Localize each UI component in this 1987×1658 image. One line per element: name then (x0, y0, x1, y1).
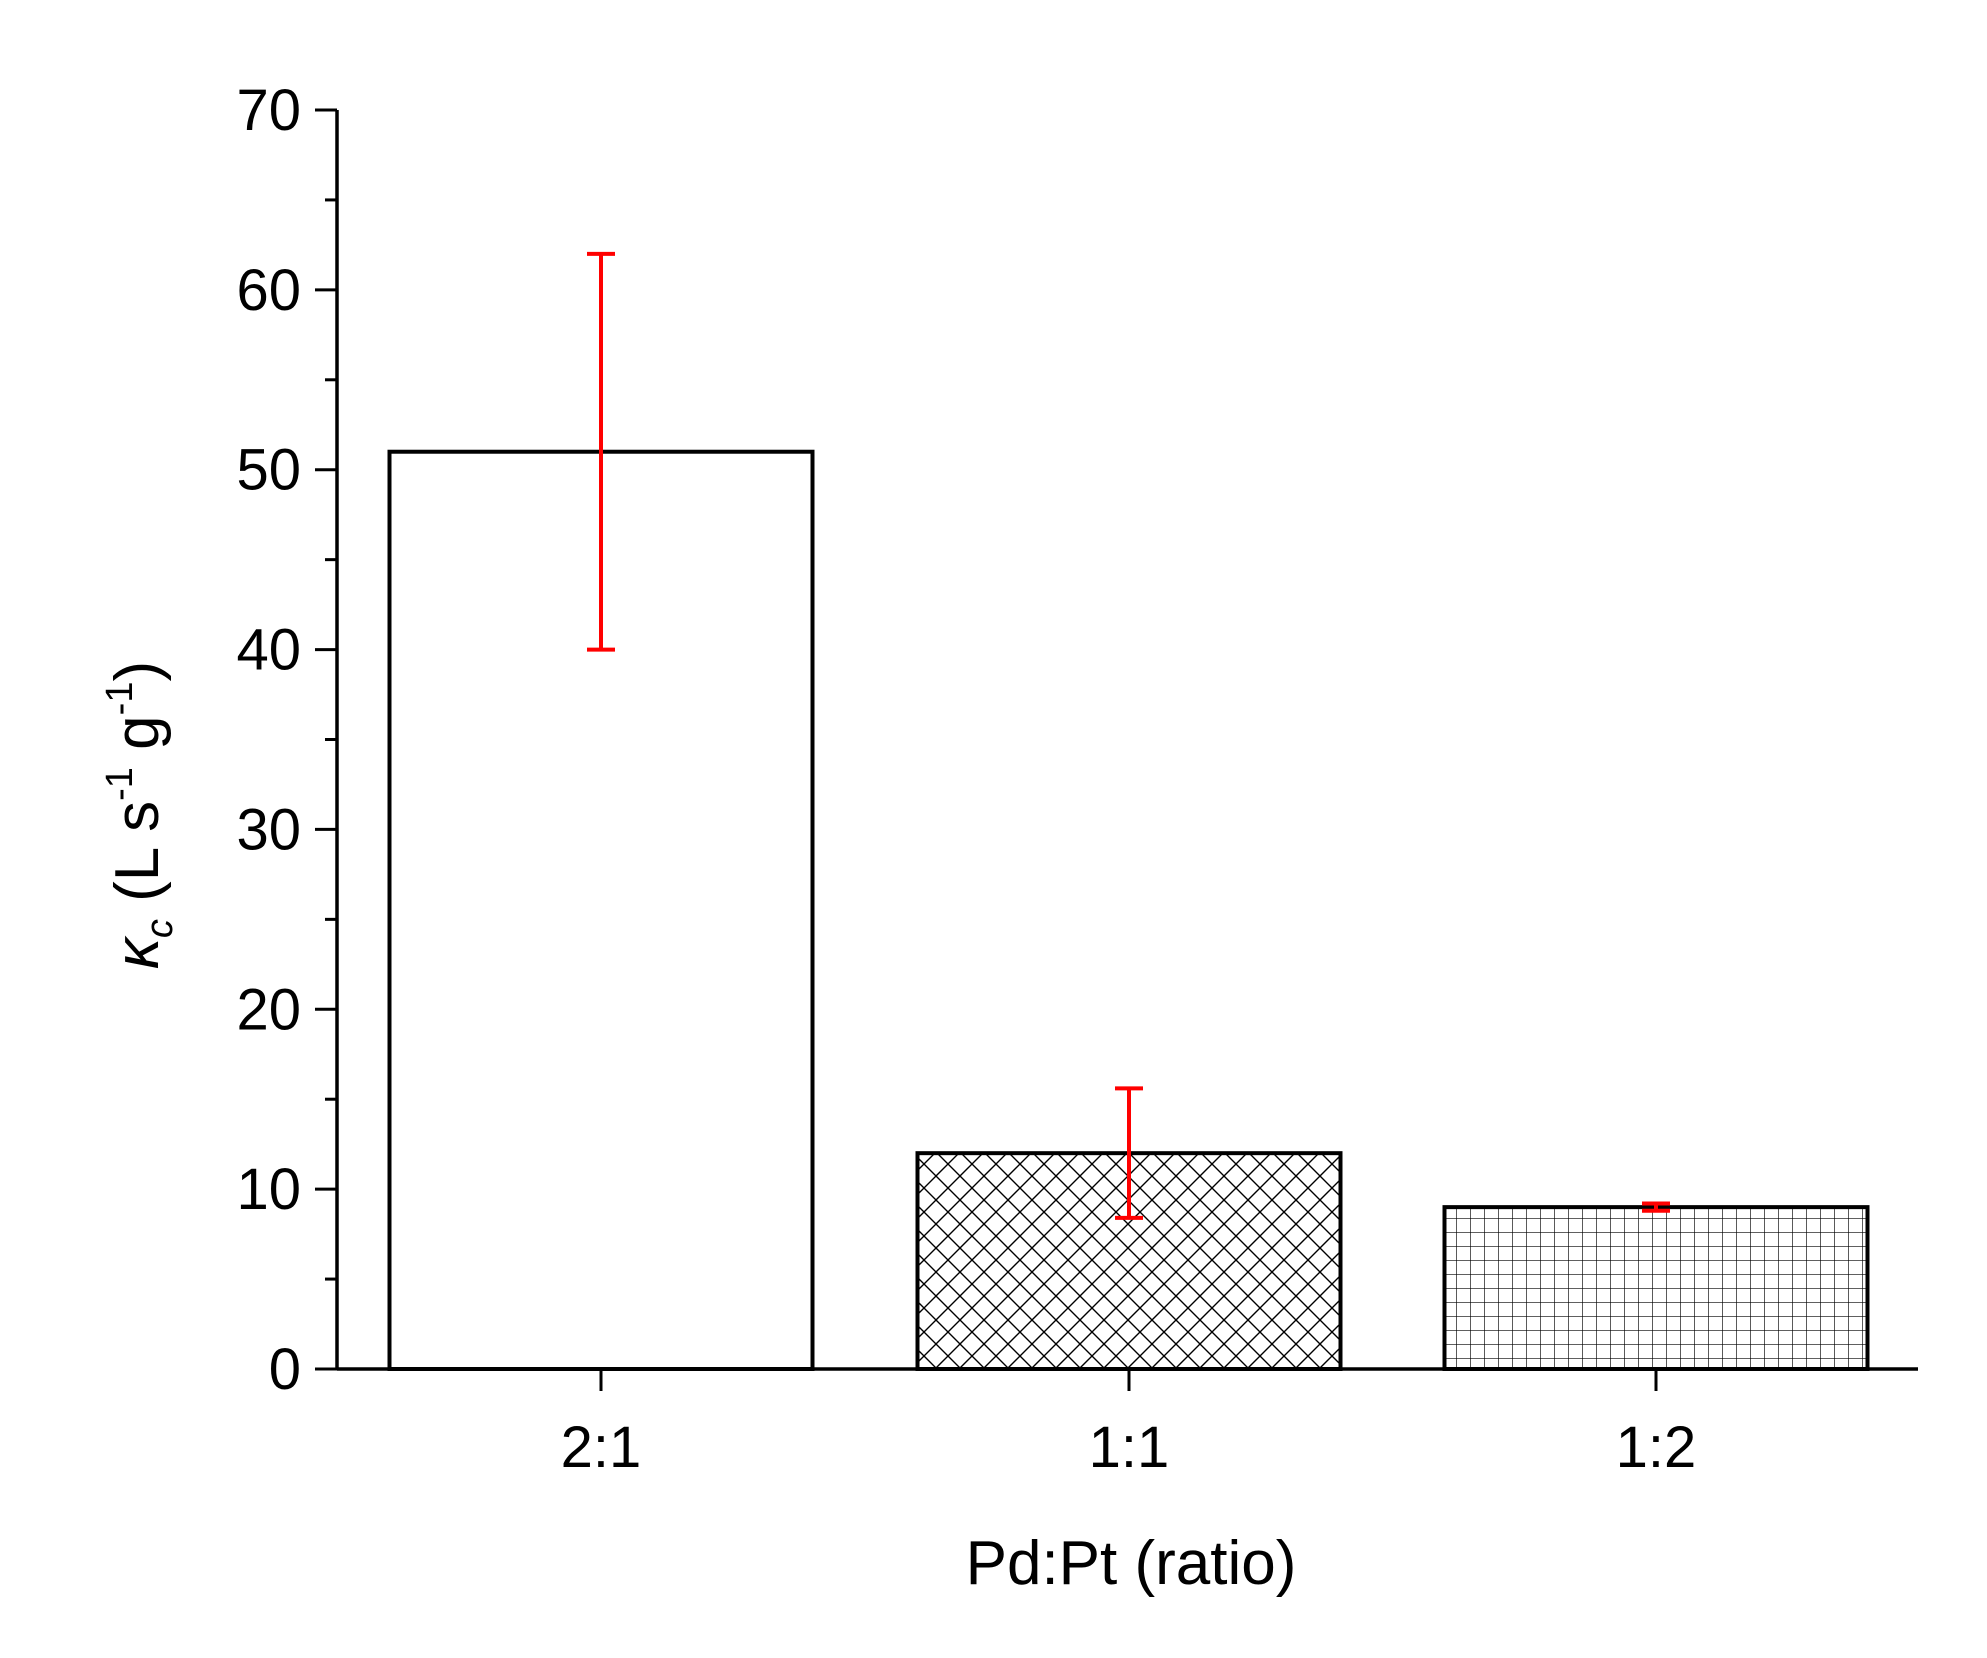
y-axis-symbol: κ (103, 935, 172, 969)
x-ticks-layer: 2:1 1:1 1:2 (561, 1369, 1697, 1480)
y-tick-label: 10 (236, 1157, 301, 1222)
bars-layer (387, 449, 1870, 1371)
y-tick-label: 0 (269, 1337, 301, 1402)
y-tick-label: 50 (236, 438, 301, 503)
error-bars-layer (587, 251, 1670, 1220)
y-axis-unit-mid: g (103, 715, 172, 767)
y-axis-unit-open: (L s (103, 801, 172, 919)
y-axis-unit-sup1: -1 (99, 767, 141, 801)
y-axis-unit-sup2: -1 (99, 682, 141, 716)
x-tick-label: 1:2 (1616, 1415, 1697, 1480)
error-bar-2-1 (587, 251, 615, 652)
error-bar-1-1 (1115, 1086, 1143, 1220)
y-tick-label: 30 (236, 797, 301, 862)
y-axis-unit-close: ) (103, 661, 172, 682)
y-tick-label: 60 (236, 258, 301, 323)
bar-1-2 (1442, 1205, 1870, 1371)
x-axis-title: Pd:Pt (ratio) (966, 1529, 1297, 1598)
y-tick-label: 70 (236, 78, 301, 143)
y-axis-subscript: c (139, 919, 181, 938)
y-tick-label: 40 (236, 618, 301, 683)
error-bar-1-2 (1642, 1201, 1670, 1213)
y-tick-label: 20 (236, 977, 301, 1042)
x-tick-label: 2:1 (561, 1415, 642, 1480)
y-axis-title: κc (L s-1 g-1) (99, 661, 181, 969)
x-tick-label: 1:1 (1089, 1415, 1170, 1480)
y-ticks-layer: 0 10 20 30 40 50 60 70 (236, 78, 337, 1402)
